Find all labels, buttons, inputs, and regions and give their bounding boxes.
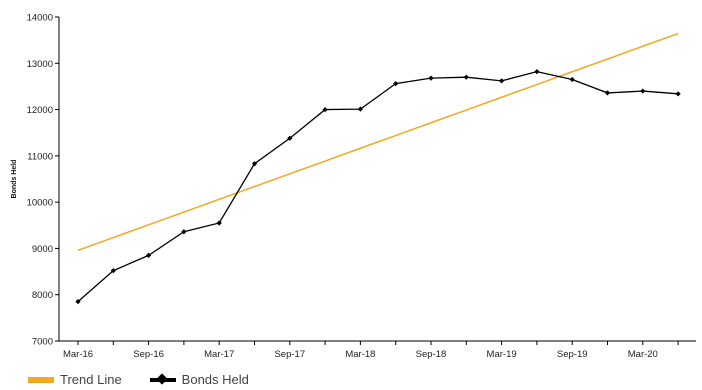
bonds-held-point: [216, 220, 222, 226]
y-tick-label: 8000: [32, 290, 53, 301]
y-tick-label: 14000: [27, 13, 53, 24]
bonds-held-point: [146, 252, 152, 258]
x-tick-label: Sep-18: [416, 349, 447, 360]
bonds-held-series-line: [77, 70, 679, 303]
x-axis-ticks: Mar-16 Sep-16 Mar-17 Sep-17 Mar-18 Sep-18 Mar-…: [63, 341, 679, 360]
bonds-held-point: [322, 106, 328, 113]
legend-label-trend-line: Trend Line: [60, 372, 122, 387]
trend-line-swatch: [28, 376, 54, 383]
trend-line-series: [77, 32, 679, 251]
axes: [58, 17, 696, 342]
bonds-held-point: [534, 69, 540, 75]
x-tick-label: Sep-16: [133, 349, 164, 360]
x-tick-label: Mar-18: [345, 349, 375, 360]
bonds-held-point: [181, 229, 187, 235]
x-tick-label: Mar-19: [487, 349, 517, 360]
bonds-held-point: [393, 81, 399, 87]
bonds-held-point: [110, 268, 116, 274]
bonds-held-point: [569, 76, 575, 83]
y-tick-label: 7000: [32, 337, 53, 348]
y-tick-label: 12000: [27, 105, 53, 116]
y-axis-ticks: 7000 8000 9000 10000 11000 12000 13000 14000: [27, 13, 59, 348]
bonds-held-point: [428, 75, 434, 81]
legend-item-trend-line: Trend Line: [28, 372, 122, 387]
x-tick-label: Sep-19: [557, 349, 588, 360]
bonds-held-point: [75, 299, 81, 305]
y-tick-label: 9000: [32, 244, 53, 255]
x-tick-label: Mar-17: [204, 349, 234, 360]
y-axis-label: Bonds Held: [11, 160, 18, 199]
x-tick-label: Sep-17: [274, 349, 305, 360]
legend-label-bonds-held: Bonds Held: [181, 372, 249, 387]
legend: Trend Line Bonds Held: [28, 372, 277, 387]
bonds-held-point: [675, 91, 681, 97]
bonds-held-point: [251, 161, 258, 167]
bonds-held-point: [499, 78, 505, 84]
bonds-held-point: [463, 74, 469, 80]
bonds-held-point: [287, 135, 293, 141]
series-layer: [75, 32, 681, 305]
bonds-held-point: [604, 90, 611, 96]
y-tick-label: 10000: [27, 198, 53, 209]
legend-item-bonds-held: Bonds Held: [149, 372, 249, 387]
bonds-held-swatch: [149, 372, 176, 386]
x-tick-label: Mar-20: [628, 349, 658, 360]
bonds-held-point: [640, 88, 646, 94]
y-tick-label: 11000: [27, 151, 53, 162]
y-tick-label: 13000: [27, 59, 53, 70]
x-tick-label: Mar-16: [63, 349, 93, 360]
bonds-held-point: [357, 106, 363, 112]
